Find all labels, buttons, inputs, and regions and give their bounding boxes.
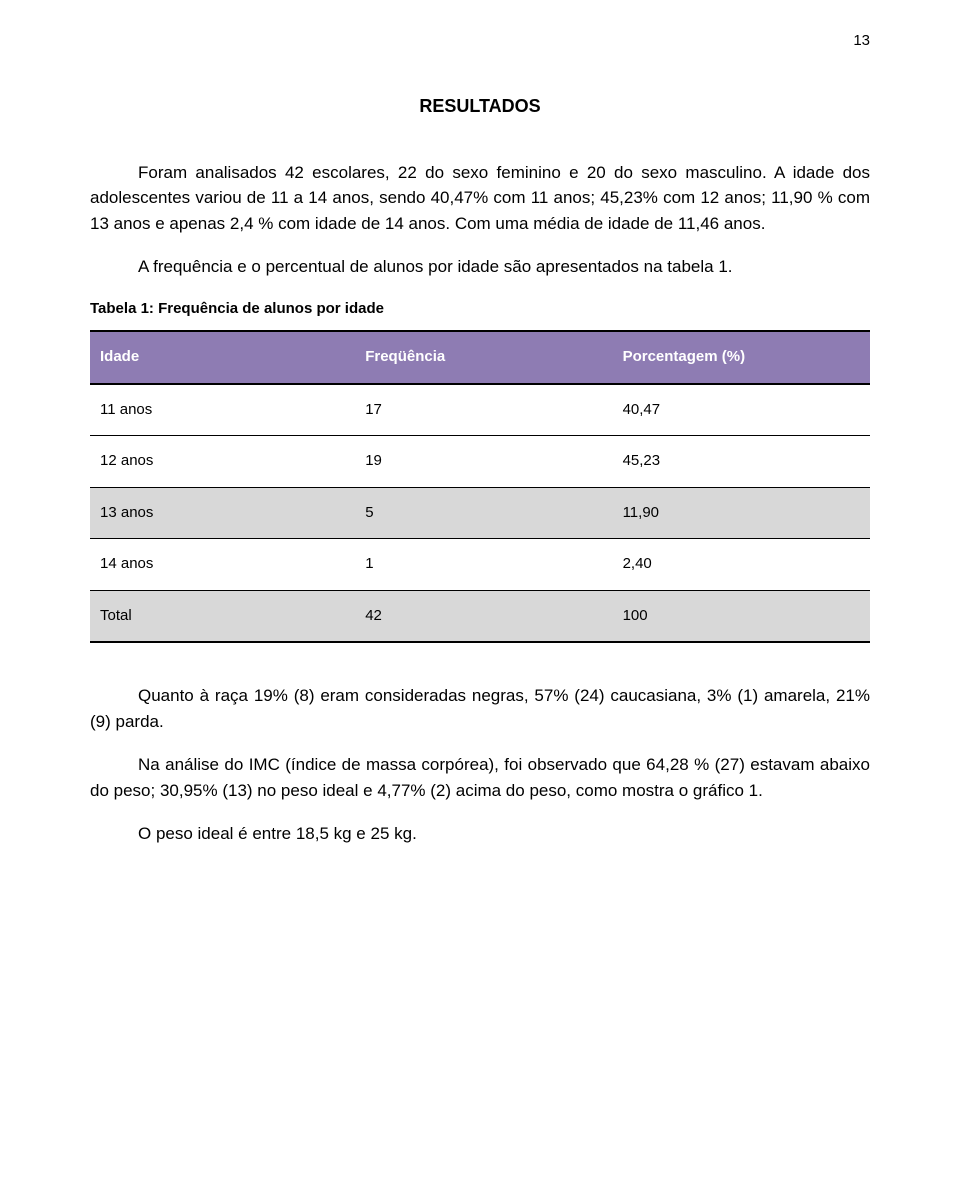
- table-body: 11 anos1740,4712 anos1945,2313 anos511,9…: [90, 384, 870, 643]
- paragraph-2: A frequência e o percentual de alunos po…: [90, 254, 870, 280]
- col-header-frequencia: Freqüência: [355, 331, 612, 384]
- table-row: 11 anos1740,47: [90, 384, 870, 436]
- table-header-row: Idade Freqüência Porcentagem (%): [90, 331, 870, 384]
- table-cell: 13 anos: [90, 487, 355, 539]
- frequency-table: Idade Freqüência Porcentagem (%) 11 anos…: [90, 330, 870, 643]
- table-cell: 45,23: [613, 436, 870, 488]
- table-cell: 40,47: [613, 384, 870, 436]
- table-cell: 17: [355, 384, 612, 436]
- paragraph-4: Na análise do IMC (índice de massa corpó…: [90, 752, 870, 803]
- table-cell: 19: [355, 436, 612, 488]
- table-cell: 100: [613, 590, 870, 642]
- table-cell: 2,40: [613, 539, 870, 591]
- table-cell: 11 anos: [90, 384, 355, 436]
- table-caption: Tabela 1: Frequência de alunos por idade: [90, 298, 870, 321]
- table-cell: 12 anos: [90, 436, 355, 488]
- table-row: 14 anos12,40: [90, 539, 870, 591]
- col-header-porcentagem: Porcentagem (%): [613, 331, 870, 384]
- page-number: 13: [90, 30, 870, 53]
- table-row: Total42100: [90, 590, 870, 642]
- table-cell: 14 anos: [90, 539, 355, 591]
- table-cell: Total: [90, 590, 355, 642]
- table-row: 13 anos511,90: [90, 487, 870, 539]
- col-header-idade: Idade: [90, 331, 355, 384]
- table-cell: 1: [355, 539, 612, 591]
- section-title: RESULTADOS: [90, 93, 870, 120]
- table-cell: 42: [355, 590, 612, 642]
- paragraph-5: O peso ideal é entre 18,5 kg e 25 kg.: [90, 821, 870, 847]
- table-row: 12 anos1945,23: [90, 436, 870, 488]
- paragraph-3: Quanto à raça 19% (8) eram consideradas …: [90, 683, 870, 734]
- table-cell: 5: [355, 487, 612, 539]
- paragraph-1: Foram analisados 42 escolares, 22 do sex…: [90, 160, 870, 237]
- table-cell: 11,90: [613, 487, 870, 539]
